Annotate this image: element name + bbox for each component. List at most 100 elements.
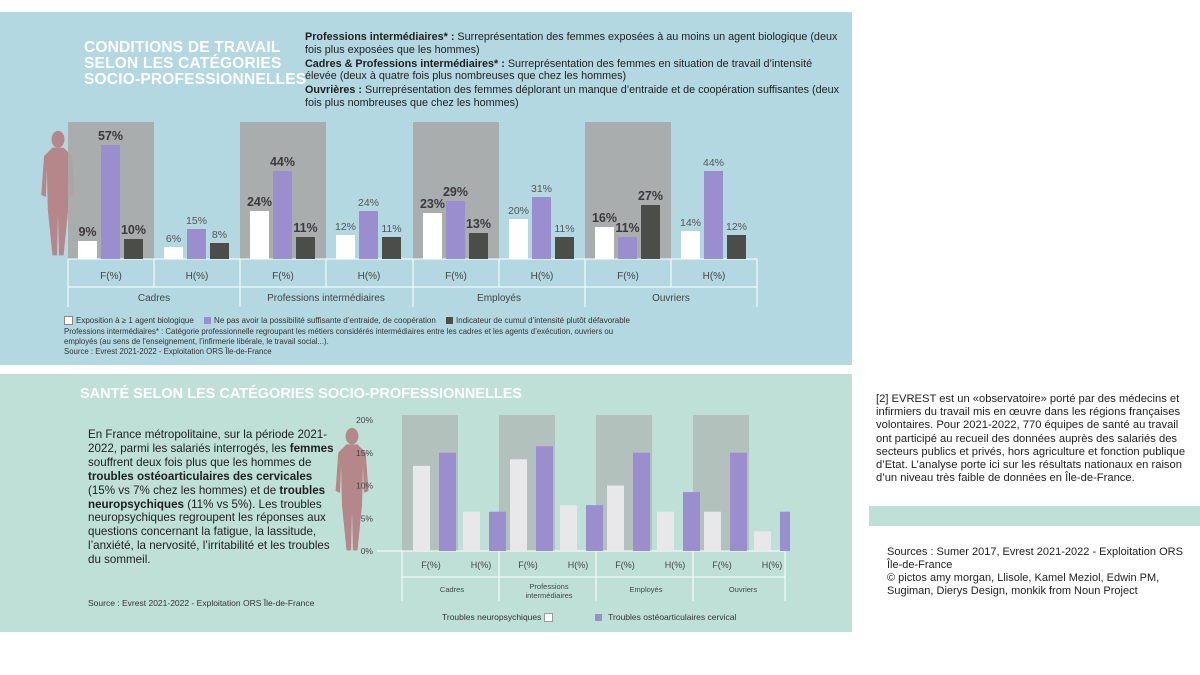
legend-label: Ne pas avoir la possibilité suffisante d… xyxy=(214,316,436,325)
data-label: 27% xyxy=(638,189,663,203)
woman-silhouette-icon xyxy=(335,427,369,551)
sub-category-label: F(%) xyxy=(712,560,732,570)
bar-1 xyxy=(618,237,637,259)
legend-item: Ne pas avoir la possibilité suffisante d… xyxy=(204,316,436,325)
data-label: 11% xyxy=(615,221,639,235)
bar-1 xyxy=(101,145,120,259)
summary-bold: troubles ostéoarticulaires des cervicale… xyxy=(88,469,313,483)
bar-1 xyxy=(439,452,456,551)
data-label: 15% xyxy=(186,215,207,227)
bar-0 xyxy=(423,213,442,259)
bar-0 xyxy=(336,235,355,259)
group-label: Employés xyxy=(477,293,521,304)
data-label: 8% xyxy=(212,229,227,241)
bar-0 xyxy=(560,505,577,551)
sub-category-label: H(%) xyxy=(703,271,726,282)
legend-label: Exposition à ≥ 1 agent biologique xyxy=(76,316,194,325)
legend-item: Indicateur de cumul d’intensité plutôt d… xyxy=(446,316,630,325)
sub-category-label: H(%) xyxy=(471,560,492,570)
group-label: intermédiaires xyxy=(525,591,572,600)
summary-text: En France métropolitaine, sur la période… xyxy=(88,428,328,455)
finding-label: Professions intermédiaires* : xyxy=(305,31,455,43)
bar-1 xyxy=(586,505,603,551)
data-label: 44% xyxy=(703,157,724,169)
bar-0 xyxy=(250,211,269,259)
summary-text: (11% vs 5%). Les troubles neuropsychique… xyxy=(88,497,330,567)
bar-1 xyxy=(489,511,506,551)
data-label: 9% xyxy=(78,225,96,239)
y-tick-label: 15% xyxy=(356,448,373,458)
bar-1 xyxy=(536,446,553,551)
data-label: 24% xyxy=(247,195,272,209)
sub-category-label: F(%) xyxy=(617,271,639,282)
group-label: Cadres xyxy=(138,293,170,304)
panel-divider xyxy=(0,366,852,374)
health-legend: Troubles neuropsychiques Troubles ostéoa… xyxy=(442,612,737,623)
bar-0 xyxy=(595,227,614,259)
data-label: 10% xyxy=(121,223,146,237)
work-conditions-legend: Exposition à ≥ 1 agent biologique Ne pas… xyxy=(64,316,638,326)
top-source: Source : Evrest 2021-2022 - Exploitation… xyxy=(64,347,272,356)
sub-category-label: H(%) xyxy=(665,560,686,570)
y-tick-label: 5% xyxy=(361,513,374,523)
work-conditions-title: CONDITIONS DE TRAVAIL SELON LES CATÉGORI… xyxy=(84,39,307,88)
health-title: SANTÉ SELON LES CATÉGORIES SOCIO-PROFESS… xyxy=(80,386,523,402)
bar-0 xyxy=(78,241,97,259)
top-stripe xyxy=(0,0,852,12)
group-label: Professions xyxy=(529,582,568,591)
finding-prof-inter: Professions intermédiaires* : Surreprése… xyxy=(305,31,845,57)
y-tick-label: 10% xyxy=(356,481,373,491)
title-line: SOCIO-PROFESSIONNELLES xyxy=(84,71,307,88)
key-findings: Professions intermédiaires* : Surreprése… xyxy=(305,31,845,111)
sub-category-label: H(%) xyxy=(531,271,554,282)
data-label: 29% xyxy=(443,185,468,199)
bar-1 xyxy=(683,492,700,551)
footnote-text: Professions intermédiaires* : Catégorie … xyxy=(64,327,614,346)
data-label: 16% xyxy=(592,211,617,225)
bar-0 xyxy=(704,511,721,551)
health-source: Source : Evrest 2021-2022 - Exploitation… xyxy=(88,598,315,608)
data-label: 11% xyxy=(381,223,401,235)
bar-2 xyxy=(555,237,574,259)
summary-text: (15% vs 7% chez les hommes) et de xyxy=(88,483,280,497)
data-label: 12% xyxy=(335,221,356,233)
group-label: Ouvriers xyxy=(652,293,690,304)
group-label: Cadres xyxy=(440,585,464,594)
bar-0 xyxy=(509,219,528,259)
evrest-note: [2] EVREST est un «observatoire» porté p… xyxy=(876,393,1186,485)
summary-bold: troubles neuropsychiques xyxy=(88,483,326,511)
data-label: 44% xyxy=(270,155,295,169)
data-label: 6% xyxy=(166,233,181,245)
bar-2 xyxy=(641,205,660,259)
finding-label: Ouvrières : xyxy=(305,84,363,97)
group-label: Ouvriers xyxy=(729,585,758,594)
legend-swatch-dark xyxy=(446,317,454,325)
bar-2 xyxy=(469,233,488,259)
finding-text: Surreprésentation des femmes exposées à … xyxy=(305,31,838,56)
bar-0 xyxy=(164,247,183,259)
bar-1 xyxy=(633,452,650,551)
data-label: 11% xyxy=(293,221,317,235)
sub-category-label: H(%) xyxy=(186,271,209,282)
footnote: Professions intermédiaires* : Catégorie … xyxy=(64,327,644,357)
finding-text: Surreprésentation des femmes déplorant u… xyxy=(305,84,839,109)
legend-label: Troubles neuropsychiques xyxy=(442,612,542,622)
legend-item: Exposition à ≥ 1 agent biologique xyxy=(64,316,194,326)
y-tick-label: 20% xyxy=(356,415,373,425)
bar-1 xyxy=(780,511,790,551)
finding-ouvrieres: Ouvrières : Surreprésentation des femmes… xyxy=(305,84,845,110)
data-label: 23% xyxy=(420,197,445,211)
health-chart: 20% 15% 10% 5% 0% F(%) H(%) Cadres F(%) H(%) Profe… xyxy=(335,415,790,601)
legend-label: Troubles ostéoarticulaires cervical xyxy=(608,612,737,622)
bar-2 xyxy=(382,237,401,259)
summary-text: souffrent deux fois plus que les hommes … xyxy=(88,455,312,469)
finding-cadres: Cadres & Professions intermédiaires* : S… xyxy=(305,58,845,84)
data-label: 20% xyxy=(508,205,529,217)
bar-1 xyxy=(730,452,747,551)
title-line: SELON LES CATÉGORIES xyxy=(84,55,282,72)
data-label: 13% xyxy=(466,217,491,231)
finding-text: Surreprésentation des femmes en situatio… xyxy=(305,57,813,83)
title-line: CONDITIONS DE TRAVAIL xyxy=(84,39,281,56)
finding-label: Cadres & Professions intermédiaires* : xyxy=(305,57,505,70)
sub-category-label: F(%) xyxy=(615,560,635,570)
